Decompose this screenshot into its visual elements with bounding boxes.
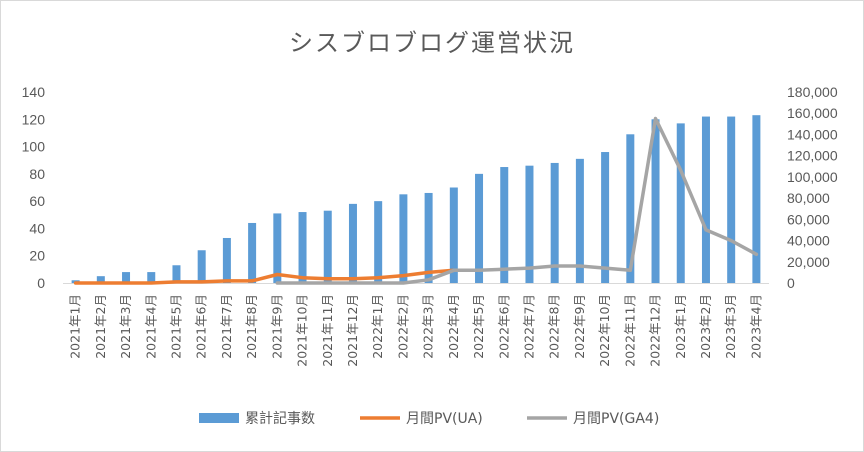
x-tick-label: 2022年4月 <box>446 294 461 359</box>
bar-28 <box>752 115 761 283</box>
legend-label: 月間PV(GA4) <box>573 411 659 427</box>
bar-19 <box>525 165 534 283</box>
x-tick-label: 2021年11月 <box>320 294 335 367</box>
legend-swatch-bar <box>199 413 239 423</box>
bar-16 <box>449 187 458 283</box>
x-tick-label: 2021年9月 <box>269 294 284 359</box>
bar-23 <box>626 134 635 283</box>
bar-8 <box>248 222 257 283</box>
y-right-tick-label: 60,000 <box>787 211 830 227</box>
x-tick-label: 2021年12月 <box>345 294 360 367</box>
chart-title: シスブロブログ運営状況 <box>289 29 575 57</box>
y-right-tick-label: 160,000 <box>787 105 838 121</box>
y-left-tick-label: 100 <box>22 139 46 155</box>
y-left-tick-label: 80 <box>29 166 45 182</box>
bar-11 <box>323 210 332 283</box>
bar-6 <box>197 250 206 283</box>
y-right-tick-label: 40,000 <box>787 233 830 249</box>
bar-4 <box>147 272 156 283</box>
x-tick-label: 2022年6月 <box>496 294 511 359</box>
x-tick-label: 2021年4月 <box>143 294 158 359</box>
bar-5 <box>172 265 181 283</box>
y-right-tick-label: 20,000 <box>787 254 830 270</box>
x-tick-label: 2022年11月 <box>622 294 637 367</box>
bar-3 <box>122 272 131 283</box>
bar-27 <box>727 116 736 283</box>
x-tick-label: 2021年3月 <box>118 294 133 359</box>
y-left-tick-label: 140 <box>22 84 46 100</box>
bar-25 <box>676 123 685 283</box>
x-tick-label: 2021年7月 <box>219 294 234 359</box>
legend-label: 累計記事数 <box>245 410 315 427</box>
x-tick-label: 2022年9月 <box>572 294 587 359</box>
x-tick-label: 2021年5月 <box>168 294 183 359</box>
x-tick-label: 2021年1月 <box>68 294 83 359</box>
y-left-tick-label: 40 <box>29 220 45 236</box>
bar-22 <box>601 152 610 283</box>
x-tick-label: 2022年8月 <box>547 294 562 359</box>
x-tick-label: 2021年10月 <box>295 294 310 367</box>
bar-21 <box>575 158 584 283</box>
series-line-2 <box>73 268 456 285</box>
x-tick-label: 2022年2月 <box>395 294 410 359</box>
legend-label: 月間PV(UA) <box>406 411 483 427</box>
y-right-tick-label: 0 <box>787 275 795 291</box>
bar-15 <box>424 192 433 283</box>
series-line-3 <box>275 116 759 285</box>
x-tick-label: 2021年2月 <box>93 294 108 359</box>
x-tick-label: 2021年8月 <box>244 294 259 359</box>
bar-17 <box>475 173 484 283</box>
bar-12 <box>348 203 357 283</box>
x-tick-label: 2022年1月 <box>370 294 385 359</box>
y-right-tick-label: 140,000 <box>787 126 838 142</box>
x-tick-label: 2021年6月 <box>194 294 209 359</box>
x-tick-label: 2023年4月 <box>748 294 763 359</box>
y-left-tick-label: 120 <box>22 111 46 127</box>
x-tick-label: 2022年5月 <box>471 294 486 359</box>
bar-7 <box>222 237 231 283</box>
y-right-tick-label: 180,000 <box>787 84 838 100</box>
bar-24 <box>651 119 660 284</box>
x-tick-label: 2022年12月 <box>648 294 663 367</box>
x-tick-label: 2022年10月 <box>597 294 612 367</box>
legend: 累計記事数 月間PV(UA) 月間PV(GA4) <box>199 410 659 427</box>
x-tick-label: 2022年7月 <box>521 294 536 359</box>
bar-9 <box>273 213 282 283</box>
x-tick-label: 2023年2月 <box>698 294 713 359</box>
y-right-tick-label: 100,000 <box>787 169 838 185</box>
x-tick-label: 2023年1月 <box>673 294 688 359</box>
x-tick-label: 2022年3月 <box>421 294 436 359</box>
bar-26 <box>701 116 710 283</box>
y-right-tick-label: 80,000 <box>787 190 830 206</box>
y-right-tick-label: 120,000 <box>787 148 838 164</box>
y-left-tick-label: 20 <box>29 248 45 264</box>
y-left-tick-label: 60 <box>29 193 45 209</box>
plot-area: 0 20 40 60 80 100 120 140 0 20,000 40,000 60,000 80,… <box>22 84 838 367</box>
y-left-tick-label: 0 <box>37 275 45 291</box>
bar-14 <box>399 194 408 283</box>
bar-20 <box>550 162 559 283</box>
bar-13 <box>374 201 383 283</box>
bar-10 <box>298 212 307 283</box>
x-tick-label: 2023年3月 <box>723 294 738 359</box>
bar-2 <box>96 276 105 283</box>
bar-18 <box>500 167 509 283</box>
